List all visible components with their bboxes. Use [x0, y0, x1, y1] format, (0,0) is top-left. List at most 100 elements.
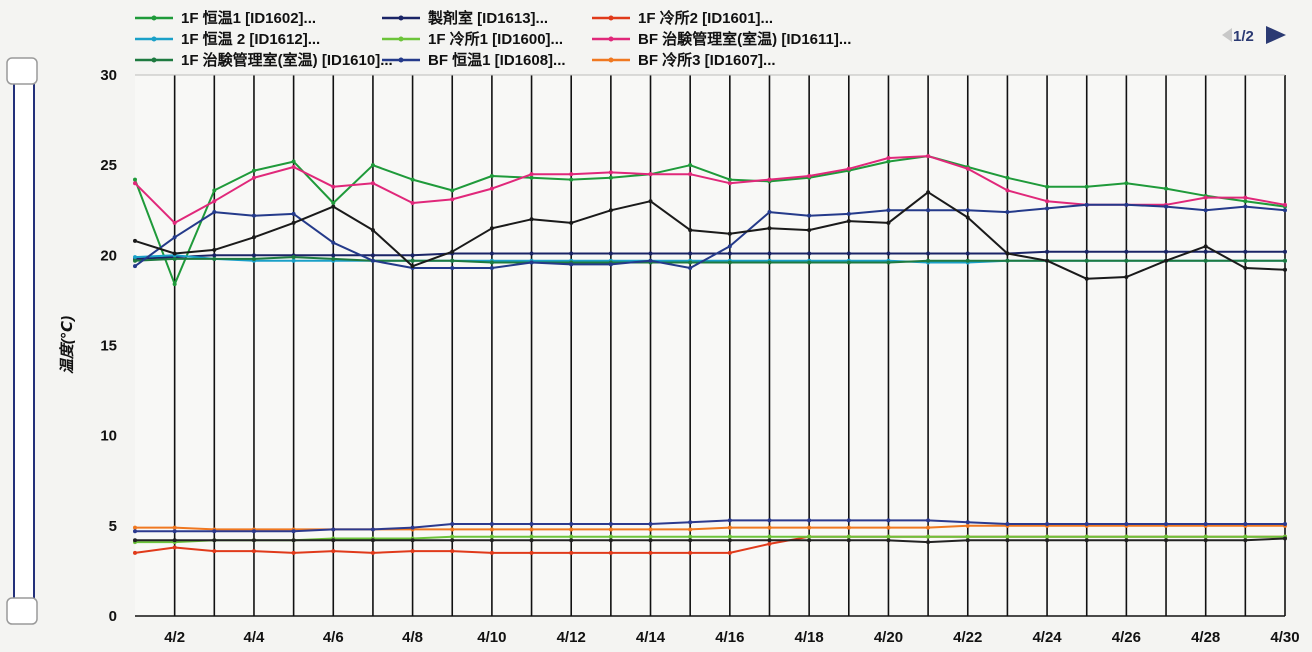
legend-item[interactable]: BF 恒温1 [ID1608]... — [382, 51, 566, 69]
data-point — [1124, 538, 1129, 543]
slider-handle-bottom[interactable] — [6, 597, 38, 625]
data-point — [846, 525, 851, 530]
data-point — [172, 235, 177, 240]
y-tick-label: 25 — [100, 157, 117, 174]
data-point — [489, 522, 494, 527]
data-point — [926, 518, 931, 523]
data-point — [370, 538, 375, 543]
legend-item[interactable]: 1F 恒温 2 [ID1612]... — [135, 30, 320, 48]
data-point — [688, 538, 693, 543]
data-point — [1045, 538, 1050, 543]
legend-item[interactable]: 1F 恒温1 [ID1602]... — [135, 9, 316, 27]
x-tick-label: 4/20 — [874, 629, 903, 646]
legend-label: BF 恒温1 [ID1608]... — [428, 51, 566, 69]
data-point — [648, 522, 653, 527]
range-slider[interactable] — [6, 57, 38, 625]
data-point — [1243, 265, 1248, 270]
legend-item[interactable]: BF 治験管理室(室温) [ID1611]... — [592, 30, 851, 48]
data-point — [1084, 249, 1089, 254]
data-point — [965, 208, 970, 213]
data-point — [370, 228, 375, 233]
data-point — [529, 522, 534, 527]
next-page-icon[interactable] — [1266, 26, 1286, 44]
data-point — [1045, 249, 1050, 254]
data-point — [410, 253, 415, 258]
data-point — [846, 219, 851, 224]
data-point — [767, 251, 772, 256]
data-point — [529, 527, 534, 532]
data-point — [886, 518, 891, 523]
data-point — [648, 172, 653, 177]
data-point — [331, 256, 336, 261]
data-point — [1084, 184, 1089, 189]
data-point — [291, 529, 296, 534]
slider-handle-top[interactable] — [6, 57, 38, 85]
data-point — [1045, 199, 1050, 204]
legend-item[interactable]: 1F 冷所1 [ID1600]... — [382, 30, 563, 48]
data-point — [1005, 175, 1010, 180]
data-point — [767, 541, 772, 546]
legend-marker — [608, 15, 614, 21]
data-point — [1084, 258, 1089, 263]
x-tick-label: 4/14 — [636, 629, 666, 646]
data-point — [807, 228, 812, 233]
data-point — [251, 235, 256, 240]
data-point — [1203, 195, 1208, 200]
legend-item[interactable]: 1F 治験管理室(室温) [ID1610]... — [135, 51, 393, 69]
data-point — [1283, 202, 1287, 207]
data-point — [886, 525, 891, 530]
data-point — [648, 534, 653, 539]
data-point — [291, 538, 296, 543]
legend-marker — [151, 36, 157, 42]
data-point — [1124, 522, 1129, 527]
data-point — [608, 175, 613, 180]
data-point — [1164, 522, 1169, 527]
legend-label: 1F 冷所2 [ID1601]... — [638, 9, 773, 27]
data-point — [450, 188, 455, 193]
legend-pager[interactable]: 1/2 — [1222, 26, 1286, 45]
legend-item[interactable]: BF 冷所3 [ID1607]... — [592, 51, 776, 69]
legend-marker — [398, 57, 404, 63]
data-point — [1243, 204, 1248, 209]
data-point — [807, 518, 812, 523]
series-line-4 — [135, 535, 1285, 544]
data-point — [767, 534, 772, 539]
data-point — [648, 251, 653, 256]
data-point — [926, 154, 931, 159]
data-point — [291, 550, 296, 555]
plot-grid — [135, 74, 1286, 617]
data-point — [688, 265, 693, 270]
series-line-6 — [134, 256, 1285, 264]
legend-item[interactable]: 1F 冷所2 [ID1601]... — [592, 9, 773, 27]
series-line-9 — [134, 191, 1286, 280]
data-point — [608, 550, 613, 555]
data-point — [1005, 534, 1010, 539]
legend-marker — [398, 36, 404, 42]
data-point — [1164, 204, 1169, 209]
data-point — [1005, 522, 1010, 527]
data-point — [133, 255, 137, 260]
slider-track[interactable] — [13, 65, 35, 617]
data-point — [1045, 258, 1050, 263]
data-point — [767, 525, 772, 530]
data-point — [529, 260, 534, 265]
data-point — [251, 213, 256, 218]
data-point — [608, 522, 613, 527]
data-point — [133, 525, 137, 530]
prev-page-icon[interactable] — [1222, 28, 1232, 42]
data-point — [1283, 536, 1287, 541]
data-point — [450, 538, 455, 543]
legend-marker — [608, 57, 614, 63]
data-point — [886, 155, 891, 160]
x-tick-label: 4/22 — [953, 629, 982, 646]
legend-item[interactable]: 製剤室 [ID1613]... — [382, 9, 548, 27]
data-point — [807, 538, 812, 543]
data-point — [926, 525, 931, 530]
data-point — [489, 260, 494, 265]
data-point — [489, 251, 494, 256]
data-point — [569, 177, 574, 182]
data-point — [489, 226, 494, 231]
x-tick-label: 4/10 — [477, 629, 506, 646]
plot-area — [135, 75, 1285, 616]
data-point — [648, 527, 653, 532]
